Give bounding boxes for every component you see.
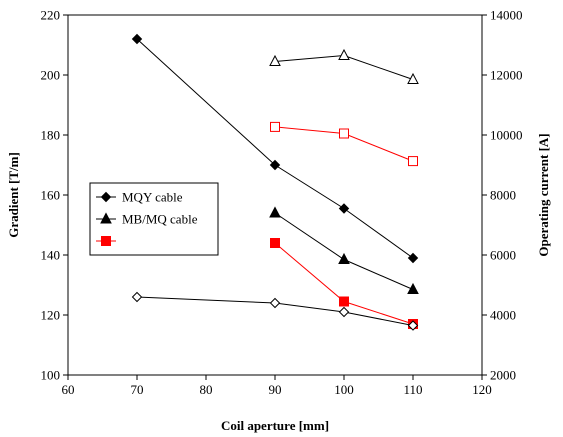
data-point-diamond bbox=[407, 320, 419, 331]
legend-label: MB/MQ cable bbox=[122, 212, 198, 227]
y-right-tick-label: 10000 bbox=[490, 128, 523, 143]
x-axis-title: Coil aperture [mm] bbox=[221, 418, 329, 433]
x-tick-label: 80 bbox=[200, 382, 213, 397]
y-left-tick-label: 160 bbox=[41, 188, 61, 203]
y-left-tick-label: 140 bbox=[41, 248, 61, 263]
y-right-tick-label: 8000 bbox=[490, 188, 516, 203]
data-point-diamond bbox=[269, 297, 281, 309]
data-point-diamond bbox=[131, 291, 143, 303]
series-0 bbox=[131, 33, 419, 264]
series-line bbox=[136, 38, 414, 259]
data-point-triangle bbox=[269, 54, 281, 66]
data-point-diamond bbox=[338, 306, 350, 318]
data-point-square bbox=[101, 236, 111, 246]
data-point-triangle bbox=[407, 72, 419, 84]
y-right-tick-label: 6000 bbox=[490, 248, 516, 263]
series-4 bbox=[269, 48, 419, 84]
axes-group: 60 70 80 90 100 110 120 100 120 140 160 180 200 220 20… bbox=[41, 8, 523, 398]
y-left-tick-label: 220 bbox=[41, 8, 61, 23]
y-left-tick-label: 200 bbox=[41, 68, 61, 83]
legend: MQY cable MB/MQ cable bbox=[89, 182, 219, 256]
data-point-square bbox=[270, 121, 280, 132]
series-3 bbox=[131, 291, 419, 331]
x-tick-label: 70 bbox=[131, 382, 144, 397]
x-tick-label: 60 bbox=[62, 382, 75, 397]
series-line bbox=[274, 212, 414, 290]
series-5 bbox=[270, 121, 418, 167]
legend-label: MQY cable bbox=[122, 190, 183, 205]
data-point-square bbox=[270, 238, 280, 248]
data-point-diamond bbox=[100, 191, 112, 203]
y-right-axis-title: Operating current [A] bbox=[536, 133, 551, 256]
x-tick-label: 110 bbox=[403, 382, 422, 397]
data-point-triangle bbox=[100, 212, 112, 224]
y-left-tick-label: 120 bbox=[41, 308, 61, 323]
data-point-triangle bbox=[338, 48, 350, 60]
y-left-tick-label: 100 bbox=[41, 368, 61, 383]
data-point-diamond bbox=[407, 252, 419, 264]
data-point-diamond bbox=[338, 203, 350, 214]
series-1 bbox=[269, 206, 419, 294]
series-layer bbox=[131, 33, 419, 331]
y-left-tick-label: 180 bbox=[41, 128, 61, 143]
data-point-triangle bbox=[269, 206, 281, 218]
y-right-tick-label: 12000 bbox=[490, 68, 523, 83]
data-point-triangle bbox=[338, 252, 350, 264]
data-point-square bbox=[339, 296, 349, 307]
y-left-axis-title: Gradient [T/m] bbox=[6, 152, 21, 238]
data-point-square bbox=[339, 128, 349, 139]
data-point-diamond bbox=[131, 33, 143, 45]
x-tick-label: 100 bbox=[334, 382, 354, 397]
series-line bbox=[136, 296, 414, 326]
data-point-square bbox=[408, 156, 418, 167]
y-right-tick-label: 2000 bbox=[490, 368, 516, 383]
data-point-diamond bbox=[269, 159, 281, 171]
data-point-triangle bbox=[407, 282, 419, 294]
x-tick-label: 90 bbox=[269, 382, 282, 397]
y-right-tick-label: 14000 bbox=[490, 8, 523, 23]
x-tick-label: 120 bbox=[472, 382, 492, 397]
y-right-tick-label: 4000 bbox=[490, 308, 516, 323]
